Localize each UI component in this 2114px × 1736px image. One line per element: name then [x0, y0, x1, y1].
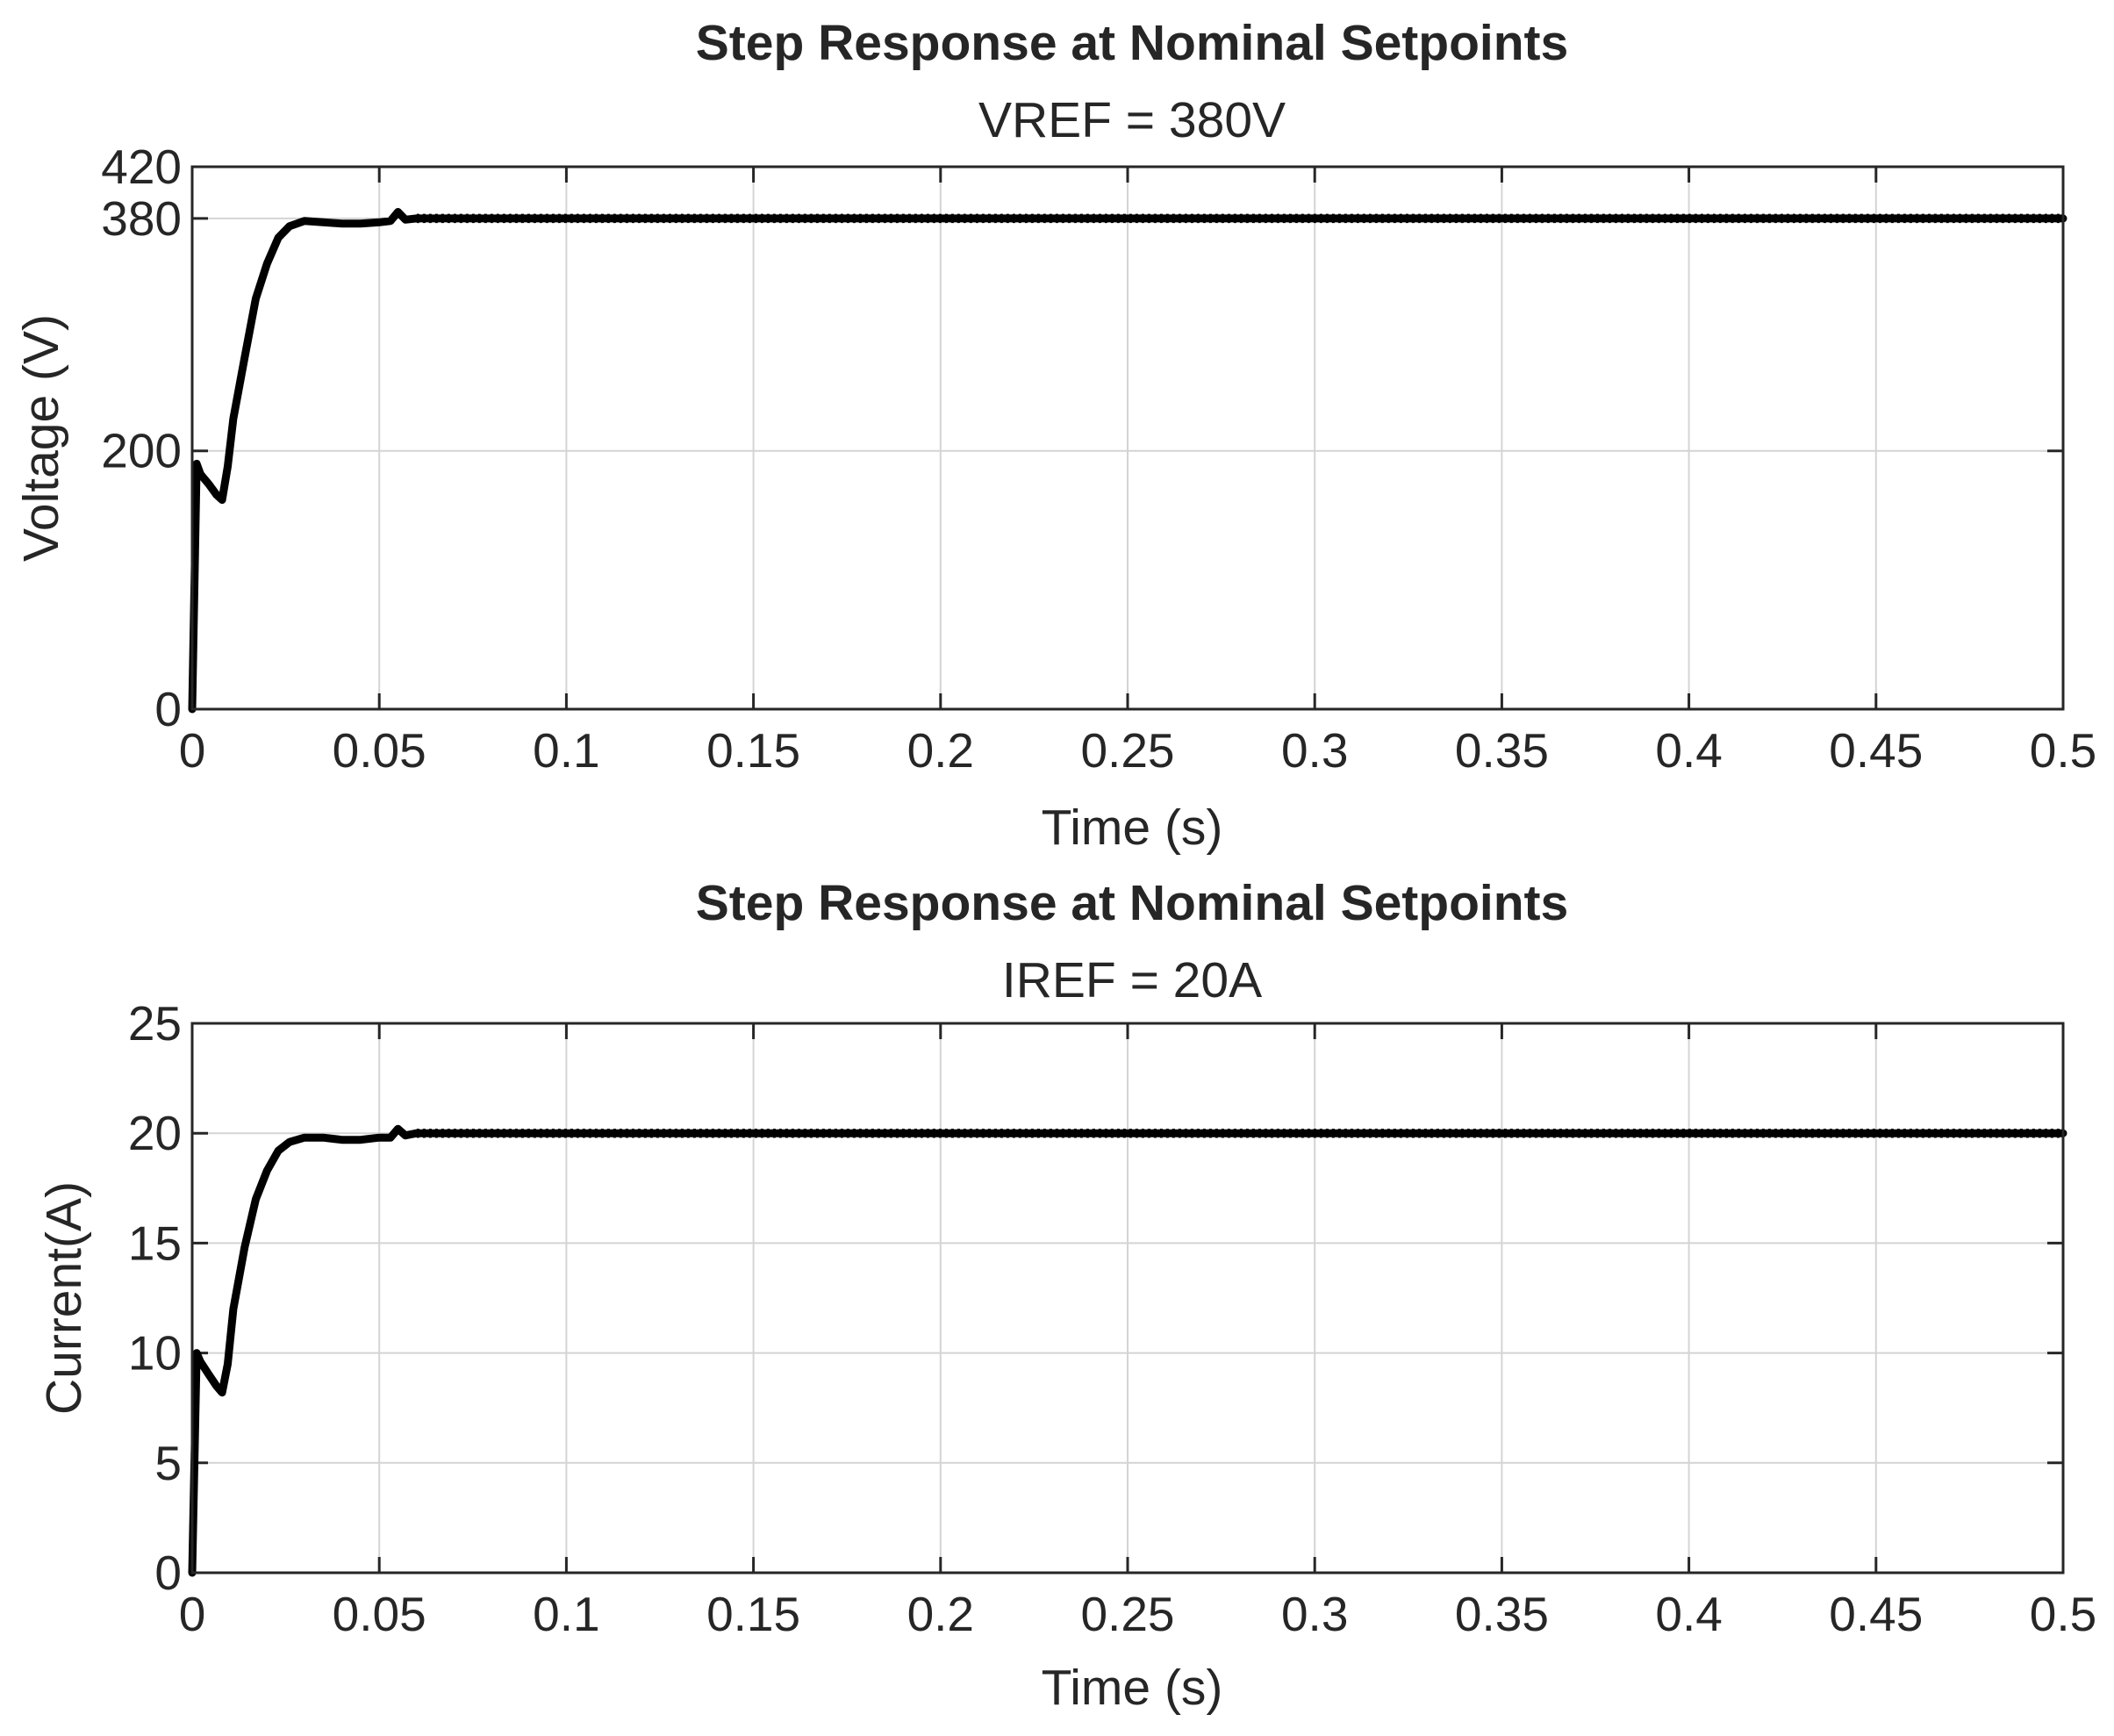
current-x-tick-label: 0.1 [533, 1587, 599, 1641]
voltage-x-tick-label: 0.4 [1655, 723, 1722, 778]
current-x-tick-label: 0.4 [1655, 1587, 1722, 1641]
current-y-tick-label: 20 [128, 1106, 182, 1160]
voltage-x-tick-label: 0.25 [1080, 723, 1174, 778]
voltage-y-tick-label: 0 [154, 682, 182, 736]
current-series-line [188, 1124, 2067, 1577]
current-x-tick-label: 0.3 [1281, 1587, 1348, 1641]
voltage-x-tick-label: 0.1 [533, 723, 599, 778]
voltage-chart-title: Step Response at Nominal Setpoints [696, 15, 1569, 71]
current-chart-subtitle: IREF = 20A [1002, 952, 1262, 1008]
current-panel: Step Response at Nominal Setpoints IREF … [36, 875, 2096, 1716]
current-plot-frame [190, 1022, 2065, 1575]
current-x-axis-label: Time (s) [1042, 1660, 1223, 1716]
current-y-tick-label: 15 [128, 1216, 182, 1270]
voltage-y-tick-label: 200 [101, 424, 182, 478]
voltage-y-tick-label: 420 [101, 140, 182, 194]
voltage-x-tick-label: 0.15 [706, 723, 800, 778]
current-x-tick-label: 0.35 [1455, 1587, 1549, 1641]
voltage-y-tick-label: 380 [101, 191, 182, 246]
current-chart-title: Step Response at Nominal Setpoints [696, 875, 1569, 931]
current-x-tick-label: 0.5 [2030, 1587, 2096, 1641]
voltage-x-tick-label: 0.2 [907, 723, 974, 778]
voltage-series-line [188, 208, 2067, 714]
current-x-tick-label: 0.45 [1829, 1587, 1923, 1641]
voltage-x-axis-label: Time (s) [1042, 800, 1223, 856]
voltage-x-tick-label: 0.45 [1829, 723, 1923, 778]
current-y-tick-label: 0 [154, 1546, 182, 1600]
current-x-tick-label: 0.2 [907, 1587, 974, 1641]
current-y-tick-label: 25 [128, 996, 182, 1051]
voltage-panel: Step Response at Nominal Setpoints VREF … [13, 15, 2096, 856]
voltage-x-tick-label: 0.3 [1281, 723, 1348, 778]
voltage-chart-subtitle: VREF = 380V [978, 92, 1286, 148]
voltage-plot-frame [190, 165, 2065, 711]
voltage-x-tick-label: 0.35 [1455, 723, 1549, 778]
voltage-x-tick-label: 0.5 [2030, 723, 2096, 778]
current-y-axis-label: Current(A) [36, 1181, 92, 1415]
voltage-y-axis-label: Voltage (V) [13, 314, 69, 562]
current-y-tick-label: 10 [128, 1326, 182, 1381]
current-x-tick-label: 0.25 [1080, 1587, 1174, 1641]
current-x-tick-label: 0.15 [706, 1587, 800, 1641]
voltage-x-tick-label: 0.05 [333, 723, 426, 778]
voltage-x-tick-label: 0 [179, 723, 206, 778]
current-x-tick-label: 0.05 [333, 1587, 426, 1641]
current-x-tick-label: 0 [179, 1587, 206, 1641]
current-y-tick-label: 5 [154, 1436, 182, 1490]
